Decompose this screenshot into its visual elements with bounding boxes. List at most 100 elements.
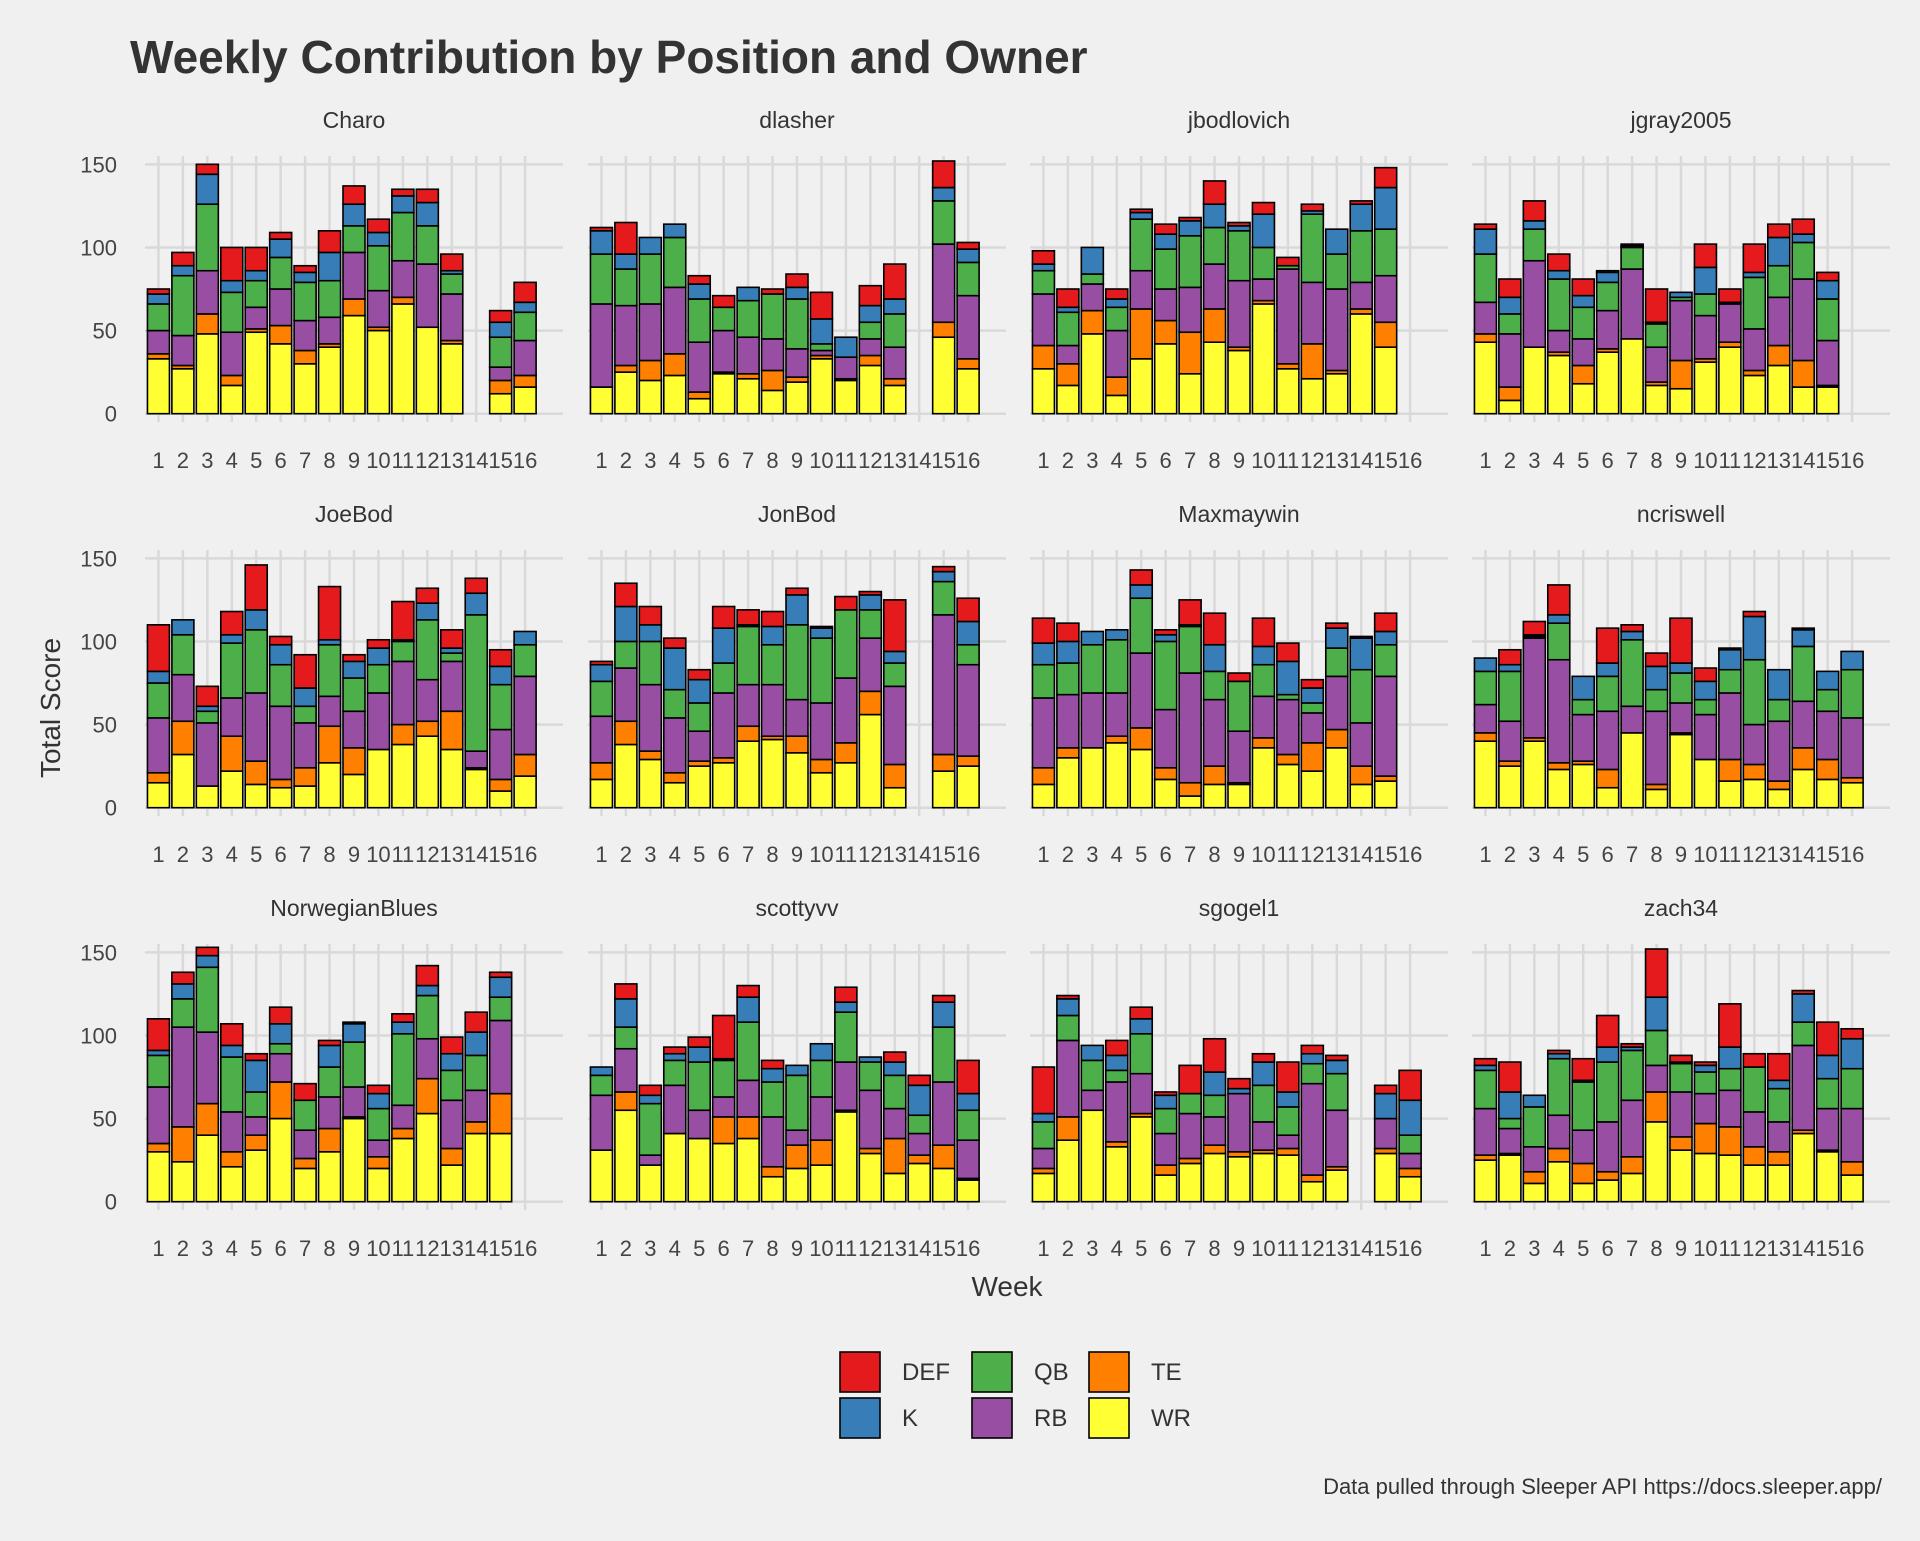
x-tick-label-1: 1	[1037, 842, 1049, 867]
x-tick-label-11: 11	[391, 1236, 414, 1261]
bar-jgray2005-week-12-DEF	[1742, 243, 1767, 274]
bar-Maxmaywin-week-4-TE	[1104, 735, 1129, 744]
legend-swatch-DEF	[839, 1351, 881, 1393]
bar-zach34-week-13-RB	[1766, 1121, 1791, 1153]
x-tick-label-1: 1	[152, 842, 164, 867]
bar-NorwegianBlues-week-8-TE	[317, 1127, 342, 1153]
bar-sgogel1-week-5-RB	[1129, 1072, 1154, 1115]
bar-JonBod-week-7-TE	[736, 725, 760, 742]
bar-sgogel1-week-13-K	[1324, 1059, 1349, 1075]
bar-dlasher-week-1-QB	[589, 253, 614, 305]
bar-dlasher-week-15-QB	[931, 200, 956, 245]
bar-scottyvv-week-8-TE	[760, 1165, 785, 1178]
bar-ncriswell-week-4-WR	[1546, 768, 1571, 809]
x-tick-label-6: 6	[1160, 448, 1172, 473]
bar-scottyvv-week-7-RB	[736, 1079, 760, 1118]
bar-JoeBod-week-5-WR	[244, 783, 269, 809]
facet-label: jbodlovich	[1187, 107, 1290, 133]
bar-zach34-week-16-K	[1840, 1037, 1864, 1070]
bar-jbodlovich-week-7-DEF	[1178, 216, 1202, 222]
bar-ncriswell-week-12-RB	[1742, 723, 1767, 766]
bar-Charo-week-11-RB	[391, 259, 415, 299]
bar-jbodlovich-week-15-RB	[1373, 274, 1398, 324]
bar-scottyvv-week-5-K	[687, 1046, 712, 1063]
bar-NorwegianBlues-week-12-WR	[415, 1112, 440, 1203]
bar-Maxmaywin-week-6-QB	[1153, 640, 1178, 711]
bar-NorwegianBlues-week-10-RB	[366, 1139, 391, 1158]
bar-JoeBod-week-16-K	[513, 630, 537, 646]
bar-zach34-week-14-K	[1791, 993, 1816, 1023]
bar-Charo-week-7-DEF	[293, 264, 317, 274]
bar-jgray2005-week-8-QB	[1644, 323, 1669, 348]
bar-dlasher-week-15-K	[931, 186, 956, 202]
x-tick-label-11: 11	[391, 842, 414, 867]
x-tick-label-11: 11	[1718, 1236, 1741, 1261]
bar-JoeBod-week-6-RB	[268, 705, 293, 781]
bar-jbodlovich-week-14-K	[1349, 203, 1374, 232]
bar-JonBod-week-10-RB	[809, 702, 834, 761]
legend-item-K: K	[839, 1397, 918, 1439]
bar-jgray2005-week-5-WR	[1571, 382, 1596, 415]
bar-jbodlovich-week-14-RB	[1349, 281, 1374, 310]
bar-Charo-week-5-DEF	[244, 246, 269, 272]
bar-NorwegianBlues-week-7-WR	[293, 1167, 317, 1203]
x-tick-label-1: 1	[152, 448, 164, 473]
bar-jgray2005-week-14-WR	[1791, 386, 1816, 415]
bar-JonBod-week-9-WR	[785, 752, 809, 809]
bar-JoeBod-week-12-K	[415, 602, 440, 621]
bar-NorwegianBlues-week-11-TE	[391, 1127, 415, 1140]
bar-dlasher-week-3-TE	[638, 359, 663, 382]
bar-scottyvv-week-6-QB	[711, 1059, 736, 1098]
bar-sgogel1-week-11-TE	[1276, 1147, 1300, 1156]
bar-jgray2005-week-14-RB	[1791, 278, 1816, 362]
bar-JonBod-week-5-DEF	[687, 668, 712, 681]
x-tick-label-5: 5	[250, 842, 262, 867]
bar-jgray2005-week-14-K	[1791, 233, 1816, 244]
x-tick-label-3: 3	[1086, 1236, 1098, 1261]
x-tick-label-9: 9	[1233, 842, 1245, 867]
bar-NorwegianBlues-week-6-DEF	[268, 1006, 293, 1025]
facet-label: Maxmaywin	[1178, 501, 1299, 527]
bar-Charo-week-1-QB	[146, 303, 171, 332]
bar-Maxmaywin-week-15-DEF	[1373, 612, 1398, 633]
bar-scottyvv-week-9-K	[785, 1064, 809, 1077]
bar-Charo-week-8-DEF	[317, 230, 342, 254]
x-tick-label-5: 5	[250, 1236, 262, 1261]
x-tick-label-5: 5	[693, 1236, 705, 1261]
bar-zach34-week-1-QB	[1473, 1069, 1498, 1110]
bar-jgray2005-week-15-WR	[1815, 386, 1840, 415]
bar-jgray2005-week-9-K	[1669, 291, 1693, 299]
bar-sgogel1-week-7-DEF	[1178, 1064, 1202, 1095]
x-tick-label-7: 7	[299, 448, 311, 473]
bar-Charo-week-5-WR	[244, 331, 269, 415]
bar-Maxmaywin-week-12-WR	[1300, 770, 1325, 809]
bar-JonBod-week-2-K	[614, 605, 638, 643]
bar-ncriswell-week-2-K	[1498, 663, 1522, 673]
bar-jgray2005-week-15-QB	[1815, 298, 1840, 342]
bar-NorwegianBlues-week-8-DEF	[317, 1039, 342, 1047]
x-tick-label-14: 14	[464, 842, 488, 867]
bar-Maxmaywin-week-11-WR	[1276, 763, 1300, 809]
bar-Maxmaywin-week-2-RB	[1056, 693, 1080, 749]
bar-jbodlovich-week-10-RB	[1251, 278, 1276, 302]
bar-Charo-week-1-K	[146, 293, 171, 305]
bar-JoeBod-week-14-DEF	[464, 577, 489, 595]
bar-Charo-week-10-RB	[366, 289, 391, 329]
bar-scottyvv-week-7-WR	[736, 1137, 760, 1203]
bar-JoeBod-week-7-WR	[293, 785, 317, 809]
bar-NorwegianBlues-week-8-WR	[317, 1151, 342, 1203]
bar-dlasher-week-4-QB	[662, 236, 687, 289]
bar-jgray2005-week-5-TE	[1571, 364, 1596, 385]
bar-Charo-week-9-K	[342, 203, 366, 227]
bar-Maxmaywin-week-14-DEF	[1349, 635, 1374, 639]
bar-sgogel1-week-2-QB	[1056, 1014, 1080, 1042]
bar-ncriswell-week-8-K	[1644, 665, 1669, 691]
bar-JoeBod-week-1-QB	[146, 682, 171, 719]
x-tick-label-2: 2	[620, 448, 632, 473]
bar-jgray2005-week-13-WR	[1766, 364, 1791, 415]
bar-ncriswell-week-10-WR	[1693, 758, 1718, 809]
bar-Charo-week-16-QB	[513, 311, 537, 342]
x-tick-label-13: 13	[883, 842, 907, 867]
x-tick-label-9: 9	[1233, 448, 1245, 473]
